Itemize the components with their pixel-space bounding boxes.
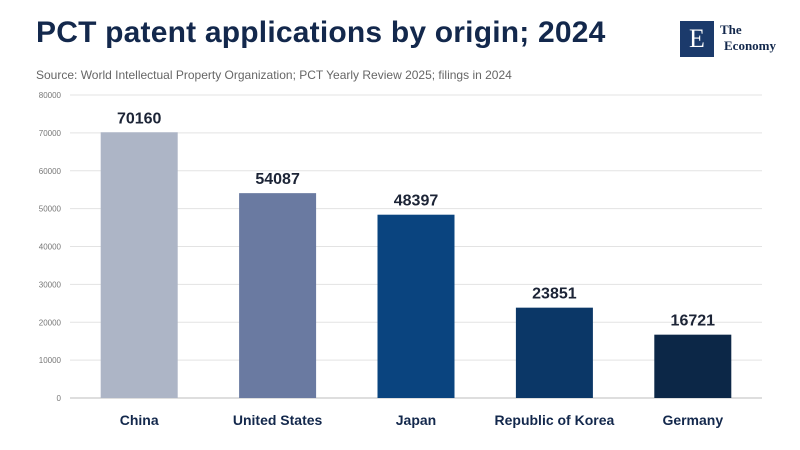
bar (377, 214, 455, 398)
x-tick-label: China (120, 412, 159, 428)
x-tick-label: Germany (662, 412, 723, 428)
y-tick-label: 30000 (39, 280, 62, 289)
x-tick-label: United States (233, 412, 323, 428)
data-label: 23851 (532, 286, 577, 303)
y-tick-label: 70000 (39, 129, 62, 138)
chart-subtitle: Source: World Intellectual Property Orga… (36, 68, 512, 82)
logo-line-1: The (720, 22, 742, 37)
y-tick-label: 20000 (39, 318, 62, 327)
data-label: 16721 (671, 313, 716, 330)
y-tick-label: 80000 (39, 91, 62, 100)
bar (515, 307, 593, 398)
x-tick-label: Japan (396, 412, 436, 428)
y-tick-label: 40000 (39, 243, 62, 252)
data-label: 54087 (255, 171, 300, 188)
logo-mark: E (680, 21, 714, 57)
x-tick-label: Republic of Korea (495, 412, 615, 428)
y-tick-label: 50000 (39, 205, 62, 214)
y-tick-label: 60000 (39, 167, 62, 176)
y-tick-label: 10000 (39, 356, 62, 365)
bar (654, 334, 732, 398)
bar (239, 193, 317, 398)
data-label: 48397 (394, 193, 439, 210)
chart-title: PCT patent applications by origin; 2024 (36, 16, 606, 49)
bar (100, 132, 178, 399)
logo-line-2: Economy (724, 38, 776, 53)
brand-logo: E The Economy (680, 21, 780, 57)
data-label: 70160 (117, 110, 162, 127)
logo-wordmark: The Economy (720, 22, 776, 54)
y-tick-label: 0 (57, 394, 62, 403)
